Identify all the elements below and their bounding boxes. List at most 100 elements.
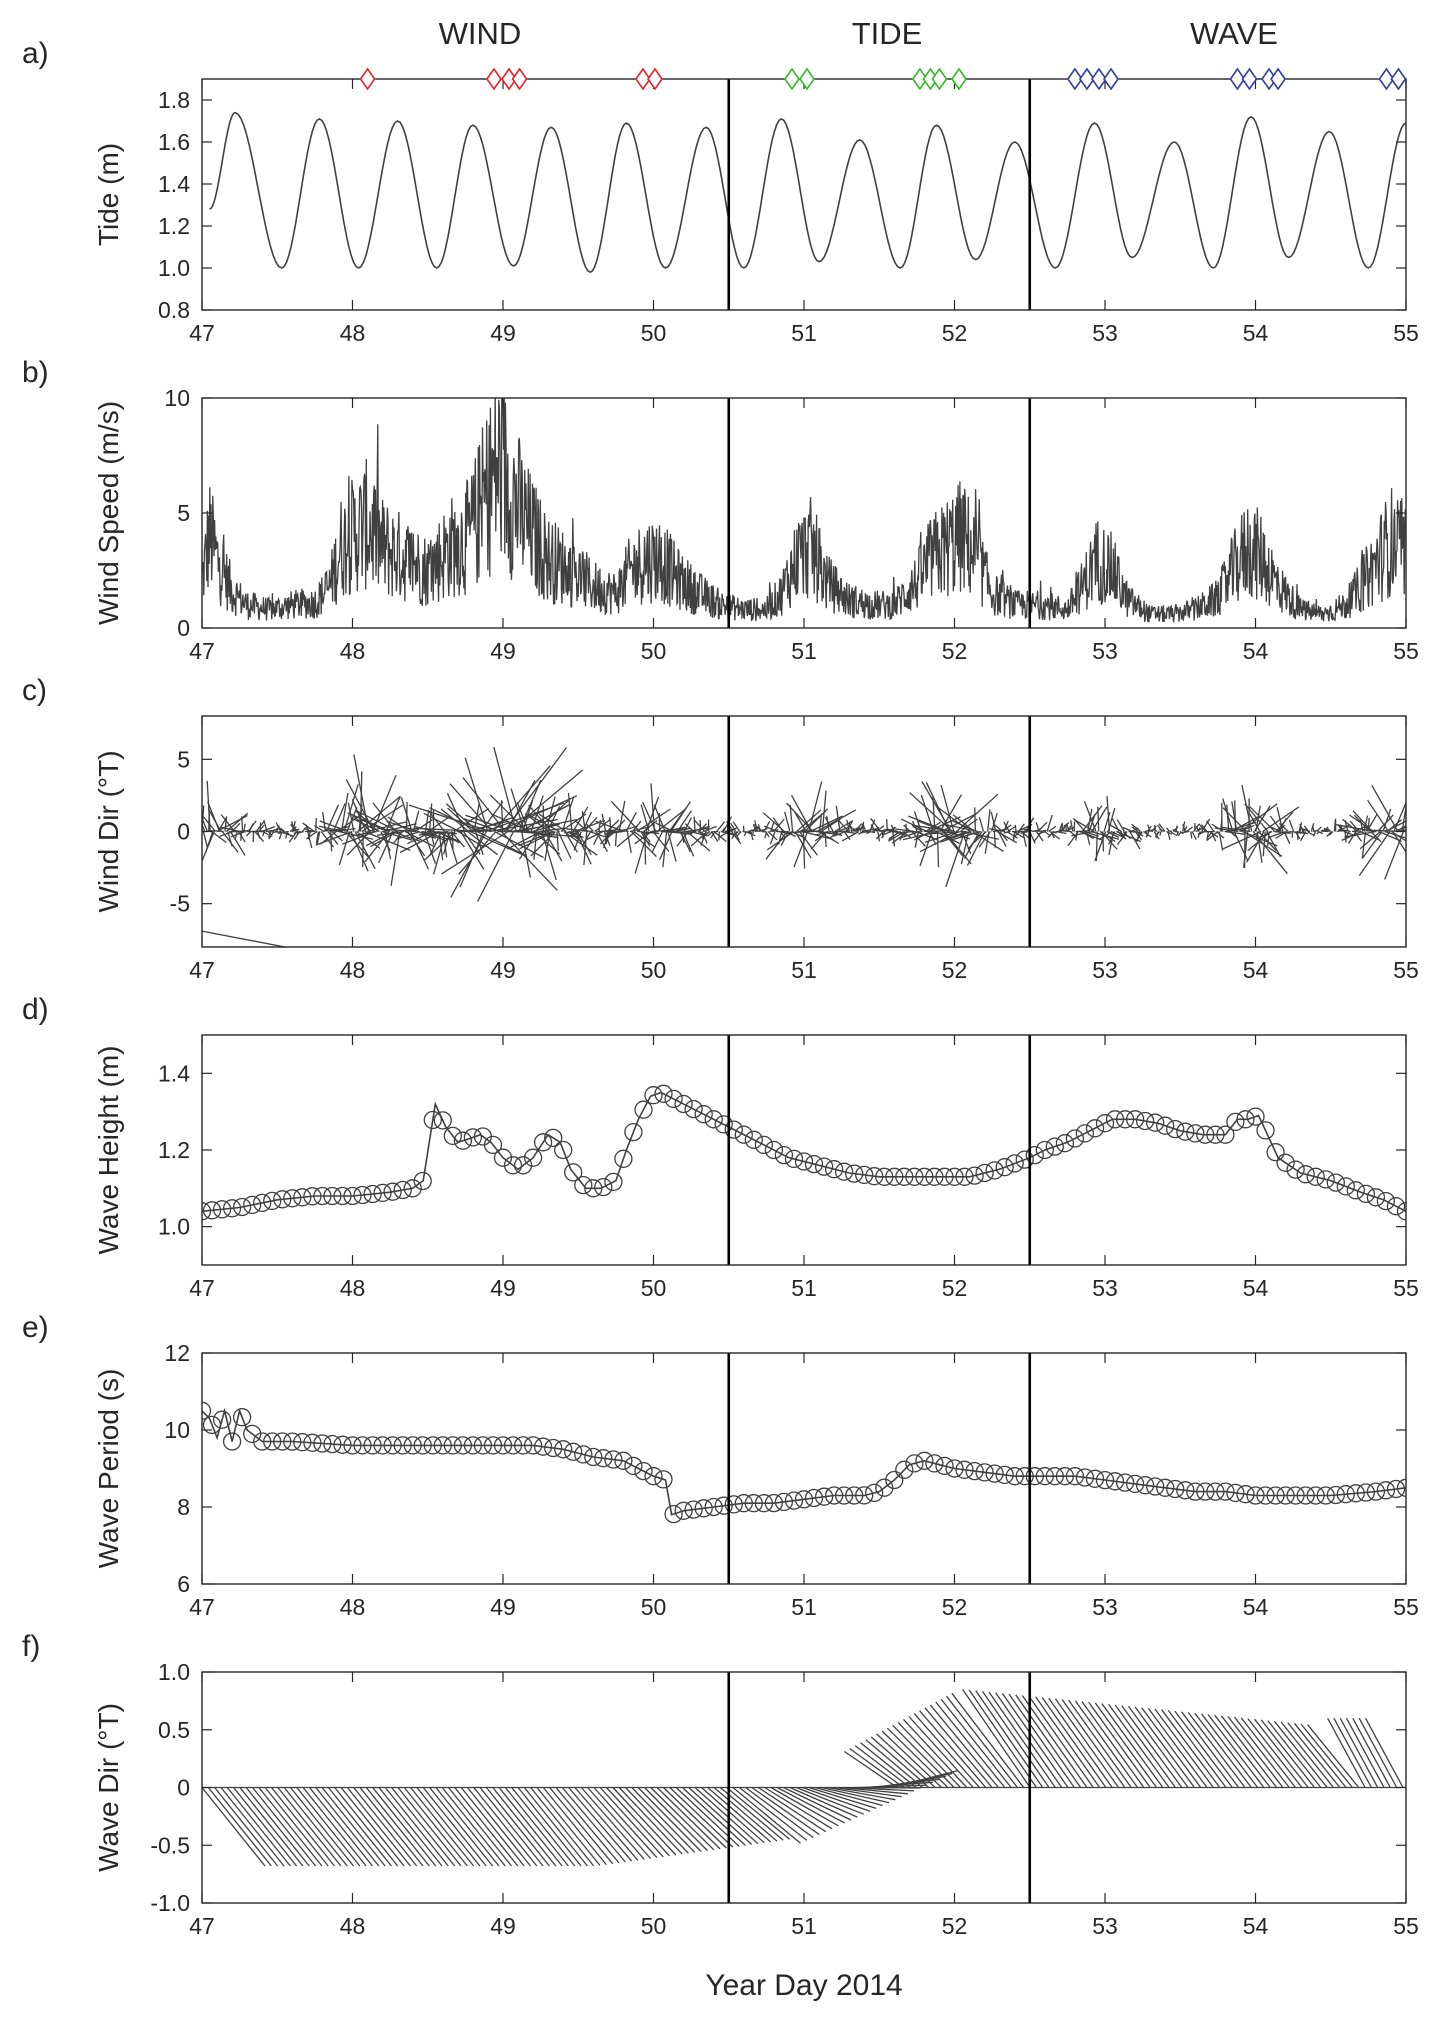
data-point — [483, 1436, 503, 1455]
wind-vector — [445, 803, 479, 832]
data-point — [1336, 1485, 1355, 1504]
wind-vector — [243, 823, 246, 832]
y-tick-label: 5 — [177, 746, 190, 772]
data-point — [1226, 1112, 1245, 1132]
wave-vector — [397, 1787, 462, 1867]
data-point — [824, 1486, 844, 1505]
wind-vector — [1316, 826, 1322, 832]
wave-vector — [876, 1733, 936, 1788]
data-point — [965, 1461, 984, 1481]
wave-vector — [1352, 1717, 1391, 1788]
wind-vector — [1012, 831, 1021, 839]
wave-vector — [1300, 1723, 1353, 1788]
wave-vector — [1214, 1714, 1271, 1788]
wave-vector — [745, 1786, 814, 1839]
wave-vector — [935, 1701, 1006, 1788]
data-point — [694, 1499, 713, 1518]
data-point — [804, 1488, 824, 1508]
wind-vector — [1014, 824, 1017, 832]
data-point — [564, 1163, 583, 1182]
wind-vector — [1035, 822, 1040, 832]
data-point — [895, 1167, 914, 1186]
wind-vector — [610, 800, 640, 832]
wind-vector — [500, 831, 558, 891]
wave-vector — [650, 1787, 715, 1851]
wave-vector — [1028, 1695, 1094, 1788]
wind-vector — [769, 831, 776, 845]
wind-vector — [285, 831, 288, 839]
wind-vector — [786, 802, 814, 832]
wave-vector — [460, 1787, 525, 1867]
wave-vector — [903, 1718, 968, 1788]
data-point — [232, 1408, 252, 1427]
event-marker-wind — [359, 67, 376, 91]
wind-vector — [650, 783, 656, 832]
wind-vector — [1255, 805, 1261, 832]
data-point — [202, 1201, 222, 1220]
wind-vector — [866, 830, 872, 835]
wind-vector — [618, 800, 626, 832]
wave-vector — [764, 1786, 833, 1830]
data-point — [1216, 1482, 1235, 1501]
wind-vector — [353, 754, 370, 832]
data-point — [533, 1133, 553, 1152]
y-tick-label: 1.4 — [158, 1060, 190, 1086]
wave-vector — [523, 1787, 588, 1867]
x-tick-label: 54 — [1243, 1275, 1269, 1301]
wind-vector — [1175, 831, 1180, 837]
y-tick-label: 5 — [177, 500, 190, 526]
data-point — [313, 1434, 332, 1453]
wind-vector — [477, 831, 515, 902]
data-point — [513, 1436, 533, 1455]
data-point — [594, 1177, 613, 1197]
wind-vector — [449, 783, 493, 832]
wave-vector — [625, 1787, 689, 1854]
panel-c: c) Wind Dir (°T) 47 48 49 50 51 52 53 54 55 -5 0 5 — [22, 674, 1419, 983]
wind-vector — [575, 820, 589, 832]
y-axis-label: Wave Height (m) — [93, 1045, 124, 1254]
wind-vector — [1344, 831, 1350, 840]
wind-vector — [1122, 826, 1133, 833]
wave-vector — [1134, 1706, 1195, 1788]
data-point — [263, 1432, 282, 1451]
wind-vector — [869, 828, 887, 833]
data-point — [1135, 1111, 1155, 1131]
data-point — [1236, 1110, 1255, 1129]
wind-vector — [642, 801, 657, 832]
wind-vector — [432, 831, 447, 875]
data-point — [624, 1122, 643, 1142]
wind-vector — [387, 816, 410, 833]
wind-vector — [1206, 830, 1219, 842]
wind-vector — [1394, 825, 1406, 833]
wind-vector — [316, 831, 321, 845]
data-point — [624, 1456, 643, 1476]
data-point — [1186, 1124, 1205, 1143]
data-point — [975, 1163, 994, 1183]
data-point — [915, 1451, 934, 1470]
wave-vector — [308, 1787, 374, 1867]
wave-vector — [981, 1691, 1050, 1788]
wave-vector — [410, 1787, 475, 1867]
wind-vector — [1062, 830, 1072, 833]
wind-vector — [400, 797, 413, 832]
wind-vector — [1349, 820, 1360, 832]
data-point — [1266, 1143, 1285, 1162]
axes-frame — [201, 1034, 1407, 1266]
data-point — [875, 1167, 894, 1186]
wind-vector — [350, 831, 369, 872]
data-point — [1005, 1154, 1024, 1173]
wind-vector — [1201, 818, 1211, 832]
wave-vector — [802, 1786, 871, 1812]
data-point — [1306, 1486, 1325, 1505]
wind-vector — [1058, 823, 1063, 832]
wind-vector — [1085, 831, 1091, 845]
event-marker-wave — [1241, 67, 1258, 91]
wind-vector — [743, 831, 748, 837]
wind-vector — [248, 823, 254, 832]
wave-vector — [466, 1787, 532, 1867]
wave-vector — [1035, 1696, 1101, 1788]
wind-vector — [1200, 824, 1208, 832]
wind-vector — [220, 814, 236, 832]
wind-vector — [1384, 831, 1405, 880]
wave-vector — [1207, 1714, 1265, 1788]
